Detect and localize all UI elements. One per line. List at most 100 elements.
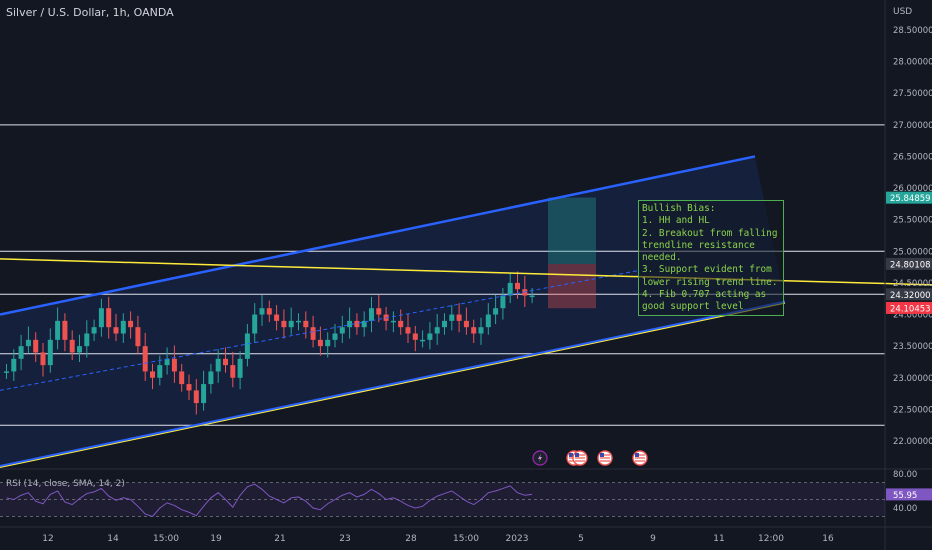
time-tick-label: 5 bbox=[578, 534, 584, 544]
candle-body bbox=[296, 320, 301, 323]
candle-body bbox=[288, 320, 294, 328]
price-tick-label: 25.50000 bbox=[893, 216, 932, 226]
candle-body bbox=[69, 339, 75, 353]
candle-body bbox=[529, 295, 535, 298]
candle-body bbox=[310, 327, 316, 340]
candle-body bbox=[142, 346, 148, 372]
candle-body bbox=[434, 327, 440, 334]
candle-body bbox=[252, 314, 258, 334]
candle-body bbox=[77, 346, 82, 353]
candle-body bbox=[237, 358, 243, 378]
candle-body bbox=[150, 371, 155, 378]
candle-body bbox=[223, 358, 228, 366]
candle-body bbox=[91, 327, 97, 334]
candle-body bbox=[354, 320, 360, 328]
candle-body bbox=[201, 384, 207, 404]
candle-body bbox=[120, 320, 126, 334]
time-tick-label: 21 bbox=[274, 534, 285, 544]
candle-body bbox=[84, 333, 90, 347]
candle-body bbox=[463, 320, 469, 328]
bullish-bias-note[interactable]: Bullish Bias: 1. HH and HL 2. Breakout f… bbox=[638, 200, 784, 316]
note-line: 4. Fib 0.707 acting as good support leve… bbox=[642, 289, 772, 313]
candle-body bbox=[281, 320, 287, 328]
candle-body bbox=[193, 390, 199, 404]
price-tick-label: 22.50000 bbox=[893, 405, 932, 415]
us-flag-icon bbox=[635, 453, 639, 457]
price-tag-label: 24.32000 bbox=[890, 291, 931, 301]
candle-body bbox=[485, 314, 491, 328]
candle-body bbox=[215, 358, 221, 372]
time-tick-label: 19 bbox=[210, 534, 222, 544]
candle-body bbox=[449, 314, 455, 321]
candle-body bbox=[274, 314, 280, 321]
price-tag-label: 24.80108 bbox=[890, 260, 931, 270]
candle-body bbox=[398, 320, 404, 328]
candle-body bbox=[11, 358, 17, 372]
us-flag-icon bbox=[600, 453, 604, 457]
candle-body bbox=[420, 339, 426, 342]
candle-body bbox=[179, 371, 185, 385]
price-tick-label: 26.50000 bbox=[893, 152, 932, 162]
price-tick-label: 27.50000 bbox=[893, 89, 932, 99]
price-tag-label: 25.84859 bbox=[890, 194, 931, 204]
candle-body bbox=[493, 308, 499, 315]
price-tag bbox=[886, 301, 932, 314]
candle-body bbox=[171, 358, 177, 372]
candle-body bbox=[376, 308, 382, 315]
candle-body bbox=[361, 320, 367, 328]
us-flag-icon bbox=[569, 453, 573, 457]
candle-body bbox=[106, 308, 112, 328]
rsi-tick-label: 40.00 bbox=[893, 504, 917, 514]
rsi-title: RSI (14, close, SMA, 14, 2) bbox=[6, 479, 125, 489]
note-line: 3. Support evident from lower rising tre… bbox=[642, 264, 778, 288]
note-line: 2. Breakout from falling trendline resis… bbox=[642, 227, 784, 264]
price-tag bbox=[886, 257, 932, 270]
candle-body bbox=[515, 282, 520, 290]
candle-body bbox=[164, 358, 170, 366]
candle-body bbox=[157, 365, 163, 378]
candle-body bbox=[317, 339, 323, 347]
channel-upper-line bbox=[0, 155, 756, 316]
candle-body bbox=[18, 346, 24, 359]
candle-body bbox=[62, 320, 68, 340]
candle-body bbox=[339, 327, 345, 334]
chart-title: Silver / U.S. Dollar, 1h, OANDA bbox=[6, 6, 174, 19]
time-tick-label: 12:00 bbox=[758, 534, 784, 544]
candle-body bbox=[500, 295, 506, 309]
rsi-line bbox=[6, 483, 533, 518]
time-tick-label: 15:00 bbox=[453, 534, 479, 544]
candle-body bbox=[266, 308, 272, 315]
note-line: 1. HH and HL bbox=[642, 215, 710, 227]
time-tick-label: 28 bbox=[405, 534, 417, 544]
time-tick-label: 23 bbox=[339, 534, 350, 544]
candle-body bbox=[98, 308, 104, 328]
candle-body bbox=[25, 339, 31, 347]
support-yellow-line bbox=[0, 302, 786, 469]
price-tick-label: 22.00000 bbox=[893, 437, 932, 447]
candle-body bbox=[128, 320, 134, 328]
candle-body bbox=[47, 339, 53, 366]
price-tick-label: 25.00000 bbox=[893, 247, 932, 257]
candle-body bbox=[208, 371, 214, 385]
rsi-value-label: 55.95 bbox=[893, 491, 917, 501]
candle-body bbox=[507, 282, 513, 296]
price-tick-label: 26.00000 bbox=[893, 184, 932, 194]
candle-body bbox=[427, 333, 433, 340]
price-tick-label: 24.50000 bbox=[893, 279, 932, 289]
time-tick-label: 2023 bbox=[506, 534, 529, 544]
candle-body bbox=[478, 327, 484, 334]
channel-lower-line bbox=[0, 300, 786, 468]
candle-body bbox=[442, 320, 447, 328]
channel-mid-dashed-line bbox=[0, 269, 641, 391]
candle-body bbox=[347, 320, 353, 328]
position-stop-zone bbox=[548, 263, 596, 309]
candle-body bbox=[456, 314, 462, 321]
time-tick-label: 11 bbox=[713, 534, 724, 544]
candle-body bbox=[332, 333, 338, 340]
time-tick-label: 14 bbox=[107, 534, 119, 544]
price-tick-label: 23.50000 bbox=[893, 342, 932, 352]
candle-body bbox=[303, 320, 309, 328]
candle-body bbox=[4, 371, 9, 373]
us-flag-icon bbox=[575, 453, 579, 457]
